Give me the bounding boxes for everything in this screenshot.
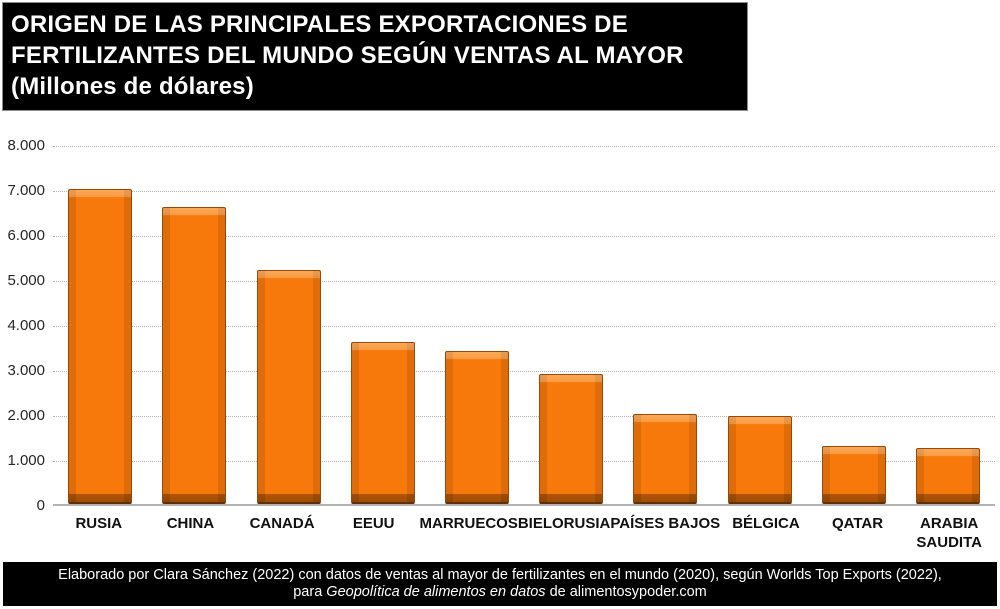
- y-axis-tick-label: 7.000: [7, 182, 45, 199]
- footer-site-text: de alimentosypoder.com: [545, 584, 707, 600]
- bar-eeuu: [350, 342, 415, 504]
- bar-slot: [53, 146, 147, 504]
- bar-series: [53, 146, 995, 504]
- x-axis-label: QATAR: [832, 515, 884, 532]
- footer-line-2: para Geopolítica de alimentos en datos d…: [3, 584, 997, 601]
- x-axis-labels: RUSIA CHINA CANADÁ EEUU MARRUECOS BIELORUSIA P…: [53, 514, 995, 552]
- bar-países-bajos: [633, 414, 698, 504]
- footer-line-1: Elaborado por Clara Sánchez (2022) con d…: [3, 567, 997, 584]
- x-axis-label: MARRUECOS: [419, 515, 518, 532]
- x-axis-label: RUSIA: [75, 515, 123, 532]
- y-axis: 8.000 7.000 6.000 5.000 4.000 3.000 2.000 1.000…: [0, 137, 45, 514]
- x-axis-label: EEUU: [352, 515, 395, 532]
- footer-publication-name: Geopolítica de alimentos en datos: [326, 584, 546, 600]
- y-axis-tick-label: 3.000: [7, 362, 45, 379]
- bar-slot: [336, 146, 430, 504]
- bar-arabia-saudita: [915, 447, 980, 504]
- footer-para-text: para: [293, 584, 327, 600]
- bar-slot: [901, 146, 995, 504]
- gridline: [53, 326, 995, 327]
- bar-slot: [712, 146, 806, 504]
- bar-rusia: [68, 189, 133, 504]
- bar-slot: [524, 146, 618, 504]
- gridline: [53, 371, 995, 372]
- source-footer: Elaborado por Clara Sánchez (2022) con d…: [3, 562, 997, 606]
- bar-slot: [807, 146, 901, 504]
- bar-slot: [430, 146, 524, 504]
- y-axis-tick-label: 1.000: [7, 452, 45, 469]
- y-axis-tick-label: 0: [36, 497, 45, 514]
- gridline: [53, 416, 995, 417]
- x-axis-label: CANADÁ: [249, 515, 315, 532]
- gridline: [53, 461, 995, 462]
- gridline: [53, 191, 995, 192]
- plot-area: [53, 146, 995, 506]
- bar-canadá: [256, 270, 321, 504]
- chart-title-line-3: (Millones de dólares): [11, 73, 254, 100]
- x-axis-label: PAÍSES BAJOS: [610, 515, 721, 532]
- y-axis-tick-label: 8.000: [7, 137, 45, 154]
- bar-slot: [241, 146, 335, 504]
- gridline: [53, 281, 995, 282]
- y-axis-tick-label: 2.000: [7, 407, 45, 424]
- y-axis-tick-label: 5.000: [7, 272, 45, 289]
- bar-china: [162, 207, 227, 504]
- bar-qatar: [821, 445, 886, 504]
- bar-slot: [618, 146, 712, 504]
- bar-slot: [147, 146, 241, 504]
- bar-marruecos: [444, 351, 509, 504]
- chart-title-block: ORIGEN DE LAS PRINCIPALES EXPORTACIONES …: [2, 2, 748, 111]
- bar-bielorusia: [539, 373, 604, 504]
- gridline: [53, 146, 995, 147]
- x-axis-label: BÉLGICA: [732, 515, 800, 532]
- y-axis-tick-label: 4.000: [7, 317, 45, 334]
- gridline: [53, 236, 995, 237]
- footer-credit-text: Elaborado por Clara Sánchez (2022) con d…: [58, 567, 942, 583]
- bar-bélgica: [727, 416, 792, 504]
- x-axis-label: ARABIA SAUDITA: [916, 515, 982, 551]
- x-axis-label: BIELORUSIA: [517, 515, 611, 532]
- chart-title-line-2: FERTILIZANTES DEL MUNDO SEGÚN VENTAS AL …: [11, 42, 684, 69]
- y-axis-tick-label: 6.000: [7, 227, 45, 244]
- chart-title-line-1: ORIGEN DE LAS PRINCIPALES EXPORTACIONES …: [11, 11, 628, 38]
- x-axis-label: CHINA: [166, 515, 215, 532]
